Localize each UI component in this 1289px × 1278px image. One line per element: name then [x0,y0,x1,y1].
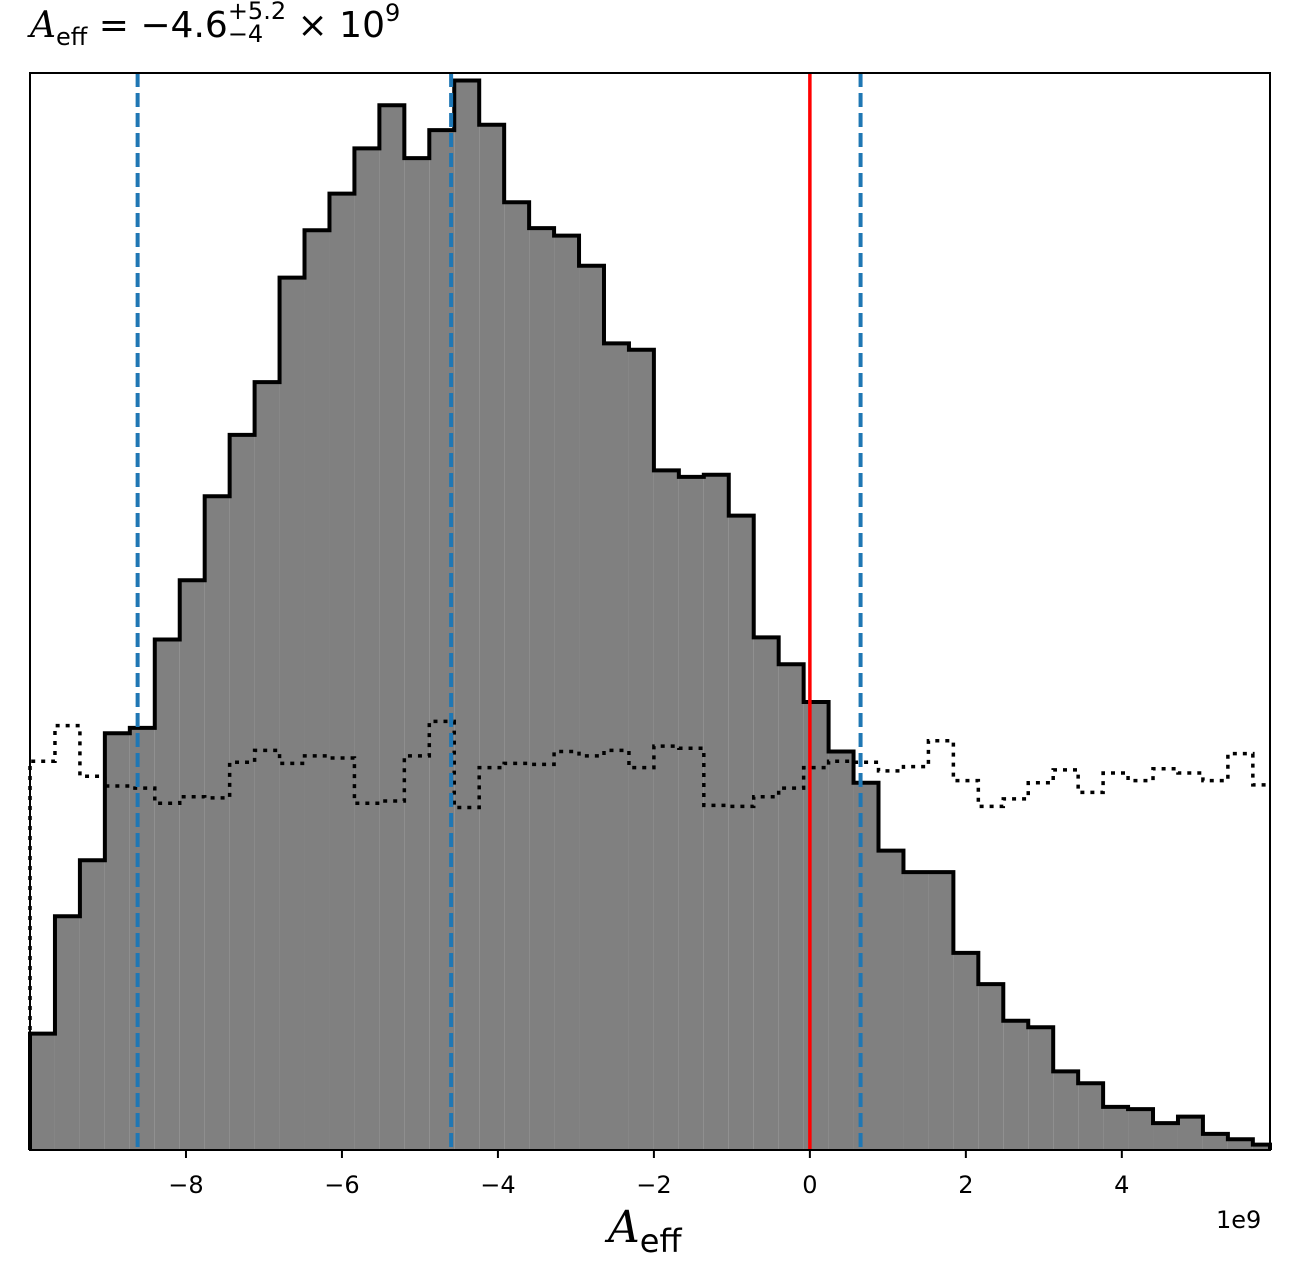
reference-lines [135,73,863,1150]
posterior-bar [504,202,530,1151]
posterior-bar [1128,1109,1154,1150]
posterior-bar [1227,1139,1253,1150]
posterior-bar [279,277,305,1150]
posterior-bar [1177,1116,1203,1150]
posterior-bar [628,349,654,1150]
x-axis-ticks: −8 −6 −4 −2 0 2 4 [168,1150,1129,1199]
posterior-bar [154,639,180,1150]
x-tick-label: 4 [1114,1171,1129,1199]
posterior-bar [454,80,480,1150]
posterior-outline [28,78,1272,1150]
posterior-bar [329,193,355,1150]
posterior-bar [953,952,979,1150]
posterior-bar [204,496,230,1150]
title-lower-error: −4 [227,19,264,48]
posterior-bar [404,158,430,1150]
x-tick-label: −2 [636,1171,671,1199]
title-equals: = [98,4,129,46]
prior-histogram [28,719,1270,1150]
posterior-bar [803,701,829,1150]
posterior-bar [229,434,255,1150]
x-tick-label: −4 [480,1171,515,1199]
posterior-bar [1202,1133,1228,1150]
title-exponent: 9 [384,0,401,27]
posterior-bar [1103,1106,1129,1150]
posterior-bar [254,382,280,1150]
posterior-bar [1153,1123,1178,1150]
title-base: 10 [339,4,385,46]
posterior-bar [703,474,729,1150]
title-symbol: A [30,4,56,46]
plot-frame [29,72,1271,1151]
chart-title: Aeff = −4.6+5.2 −4 × 109 [30,0,400,51]
posterior-bar [379,105,405,1150]
prior-outline [28,719,1270,1150]
x-tick-label: 2 [958,1171,973,1199]
posterior-bar [354,148,380,1150]
posterior-bar [79,860,105,1150]
posterior-bar [603,343,629,1150]
posterior-bar [1252,1144,1270,1150]
posterior-bar [30,1033,55,1150]
posterior-histogram [28,78,1272,1151]
title-errors: +5.2 −4 [228,0,286,46]
posterior-bar [728,515,754,1150]
posterior-bar [554,235,580,1150]
posterior-bar [828,751,854,1150]
posterior-bar [479,124,505,1150]
posterior-bar [853,782,879,1150]
x-axis-label-symbol: A [608,1202,640,1253]
x-axis-offset-text: 1e9 [1216,1206,1262,1234]
x-axis-label: Aeff [608,1202,682,1260]
posterior-bar [54,916,80,1150]
title-upper-error: +5.2 [227,0,287,25]
posterior-bar [928,872,954,1150]
posterior-bar [1053,1071,1079,1150]
posterior-bar [878,850,904,1150]
posterior-bar [1028,1027,1054,1150]
posterior-bar [304,230,330,1150]
title-times: × [297,4,328,46]
x-tick-label: 0 [802,1171,817,1199]
posterior-bar [529,228,555,1150]
x-axis-label-subscript: eff [639,1222,682,1260]
posterior-bar [104,733,130,1150]
posterior-bar [678,476,704,1150]
posterior-bar [579,265,604,1151]
x-tick-label: −6 [324,1171,359,1199]
posterior-bar [1078,1083,1104,1150]
posterior-bar [903,872,929,1150]
x-tick-label: −8 [168,1171,203,1199]
posterior-bar [1003,1020,1029,1150]
title-median: −4.6 [140,4,228,46]
posterior-bar [129,727,155,1150]
posterior-bar [179,580,205,1150]
title-subscript: eff [56,22,88,51]
posterior-bar [978,984,1004,1150]
posterior-bar [653,470,679,1151]
posterior-bar [778,664,804,1150]
posterior-bar [753,637,779,1150]
